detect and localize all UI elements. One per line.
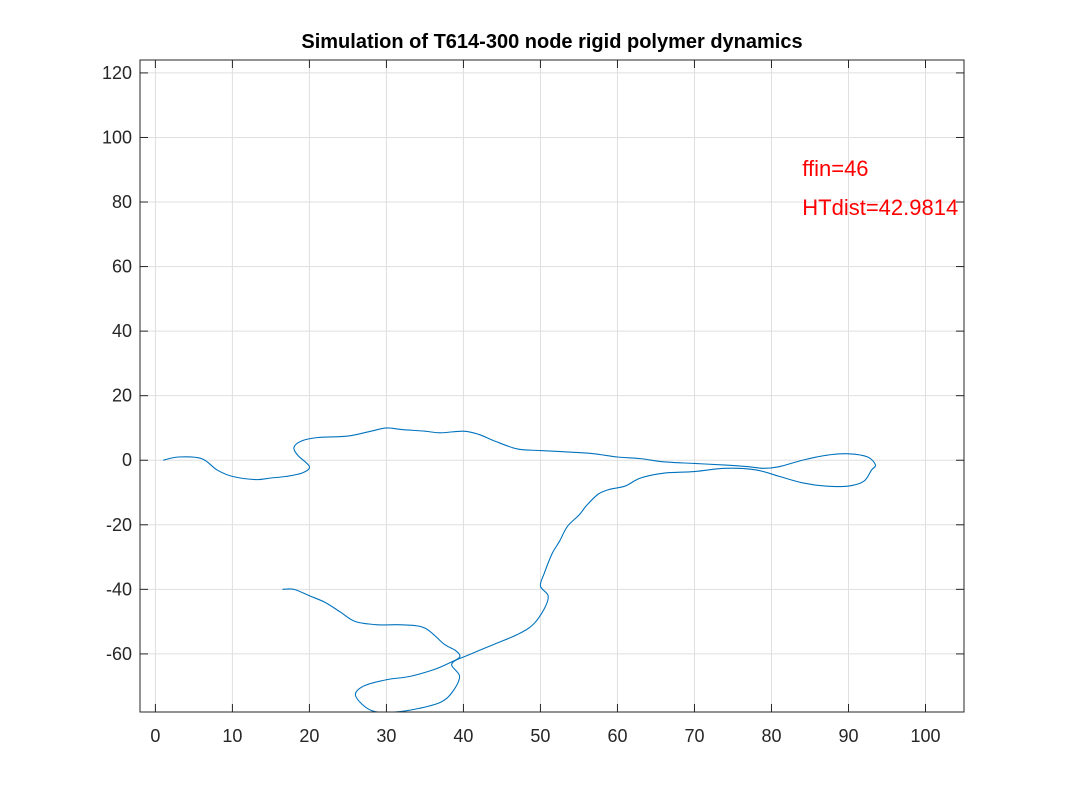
gridlines [140,60,964,712]
axis-ticks: 0 10 20 30 40 50 60 70 80 90 100 -60 -40 -20 0 20 40 60 80… [102,60,964,746]
x-tick-label: 90 [838,726,858,746]
plot-area-border [139,59,965,713]
x-tick-label: 20 [299,726,319,746]
polymer-line [162,427,877,712]
y-tick-label: 0 [122,450,132,470]
annotations: ffin=46 HTdist=42.9814 [802,156,958,220]
y-tick-label: 60 [112,257,132,277]
y-tick-label: 120 [102,63,132,83]
x-tick-label: 30 [376,726,396,746]
x-tick-label: 50 [530,726,550,746]
x-tick-label: 60 [607,726,627,746]
y-tick-label: 80 [112,192,132,212]
y-tick-label: -40 [106,579,132,599]
x-tick-label: 80 [761,726,781,746]
y-tick-label: 40 [112,321,132,341]
y-tick-label: -60 [106,644,132,664]
x-tick-label: 40 [453,726,473,746]
x-tick-label: 100 [910,726,940,746]
y-tick-label: -20 [106,515,132,535]
x-tick-label: 10 [222,726,242,746]
x-tick-label: 70 [684,726,704,746]
y-tick-label: 100 [102,127,132,147]
annotation-text: ffin=46 [802,156,868,181]
chart-title: Simulation of T614-300 node rigid polyme… [301,31,802,53]
data-series [162,427,877,712]
y-tick-label: 20 [112,386,132,406]
x-tick-label: 0 [150,726,160,746]
annotation-text: HTdist=42.9814 [802,195,958,220]
